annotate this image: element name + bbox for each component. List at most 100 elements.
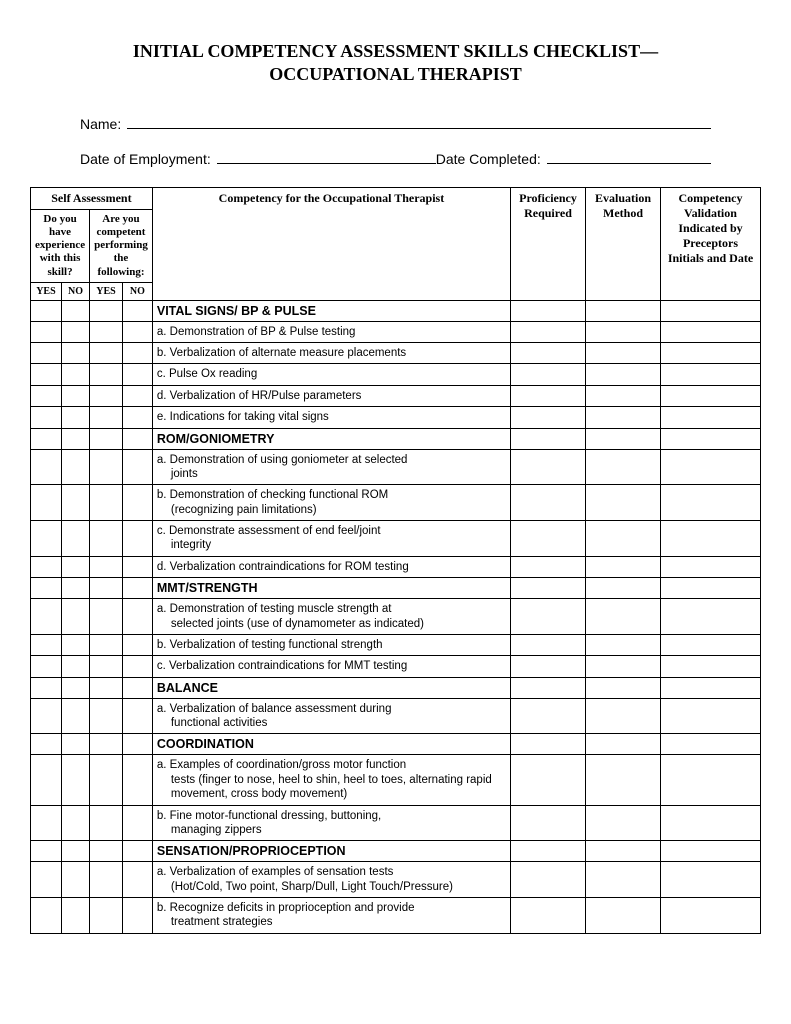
yn-cell[interactable] (122, 677, 152, 698)
blank-cell[interactable] (661, 521, 761, 557)
yn-cell[interactable] (90, 656, 123, 677)
blank-cell[interactable] (511, 755, 586, 805)
blank-cell[interactable] (586, 407, 661, 428)
yn-cell[interactable] (90, 755, 123, 805)
yn-cell[interactable] (61, 755, 89, 805)
yn-cell[interactable] (90, 634, 123, 655)
yn-cell[interactable] (122, 485, 152, 521)
blank-cell[interactable] (586, 578, 661, 599)
blank-cell[interactable] (661, 300, 761, 321)
blank-cell[interactable] (586, 805, 661, 841)
yn-cell[interactable] (31, 841, 62, 862)
yn-cell[interactable] (61, 898, 89, 934)
blank-cell[interactable] (511, 428, 586, 449)
yn-cell[interactable] (31, 805, 62, 841)
yn-cell[interactable] (122, 805, 152, 841)
yn-cell[interactable] (90, 556, 123, 577)
yn-cell[interactable] (31, 656, 62, 677)
blank-cell[interactable] (511, 407, 586, 428)
blank-cell[interactable] (661, 698, 761, 734)
yn-cell[interactable] (122, 656, 152, 677)
yn-cell[interactable] (61, 521, 89, 557)
yn-cell[interactable] (90, 677, 123, 698)
yn-cell[interactable] (31, 677, 62, 698)
blank-cell[interactable] (661, 755, 761, 805)
blank-cell[interactable] (586, 556, 661, 577)
yn-cell[interactable] (122, 343, 152, 364)
blank-cell[interactable] (661, 599, 761, 635)
yn-cell[interactable] (122, 521, 152, 557)
blank-cell[interactable] (661, 898, 761, 934)
blank-cell[interactable] (586, 428, 661, 449)
blank-cell[interactable] (586, 755, 661, 805)
blank-cell[interactable] (661, 407, 761, 428)
blank-cell[interactable] (661, 677, 761, 698)
yn-cell[interactable] (90, 385, 123, 406)
blank-cell[interactable] (661, 734, 761, 755)
yn-cell[interactable] (90, 578, 123, 599)
yn-cell[interactable] (122, 578, 152, 599)
blank-cell[interactable] (511, 300, 586, 321)
blank-cell[interactable] (661, 385, 761, 406)
blank-cell[interactable] (511, 599, 586, 635)
yn-cell[interactable] (122, 556, 152, 577)
yn-cell[interactable] (61, 364, 89, 385)
blank-cell[interactable] (511, 805, 586, 841)
yn-cell[interactable] (122, 734, 152, 755)
yn-cell[interactable] (122, 300, 152, 321)
yn-cell[interactable] (61, 599, 89, 635)
blank-cell[interactable] (661, 428, 761, 449)
yn-cell[interactable] (61, 841, 89, 862)
yn-cell[interactable] (122, 428, 152, 449)
yn-cell[interactable] (61, 698, 89, 734)
yn-cell[interactable] (61, 656, 89, 677)
yn-cell[interactable] (122, 407, 152, 428)
blank-cell[interactable] (586, 449, 661, 485)
blank-cell[interactable] (511, 677, 586, 698)
yn-cell[interactable] (90, 841, 123, 862)
blank-cell[interactable] (661, 805, 761, 841)
yn-cell[interactable] (31, 698, 62, 734)
yn-cell[interactable] (90, 428, 123, 449)
yn-cell[interactable] (90, 407, 123, 428)
yn-cell[interactable] (122, 898, 152, 934)
yn-cell[interactable] (122, 385, 152, 406)
blank-cell[interactable] (511, 449, 586, 485)
yn-cell[interactable] (61, 805, 89, 841)
yn-cell[interactable] (31, 521, 62, 557)
dc-input-line[interactable] (547, 150, 711, 164)
yn-cell[interactable] (122, 755, 152, 805)
yn-cell[interactable] (31, 862, 62, 898)
yn-cell[interactable] (31, 364, 62, 385)
yn-cell[interactable] (61, 321, 89, 342)
blank-cell[interactable] (586, 385, 661, 406)
yn-cell[interactable] (31, 428, 62, 449)
doe-input-line[interactable] (217, 150, 436, 164)
yn-cell[interactable] (122, 449, 152, 485)
yn-cell[interactable] (31, 321, 62, 342)
blank-cell[interactable] (586, 300, 661, 321)
yn-cell[interactable] (31, 734, 62, 755)
yn-cell[interactable] (90, 485, 123, 521)
blank-cell[interactable] (661, 321, 761, 342)
yn-cell[interactable] (31, 634, 62, 655)
yn-cell[interactable] (61, 485, 89, 521)
yn-cell[interactable] (90, 734, 123, 755)
yn-cell[interactable] (31, 485, 62, 521)
yn-cell[interactable] (122, 321, 152, 342)
blank-cell[interactable] (511, 841, 586, 862)
blank-cell[interactable] (586, 634, 661, 655)
yn-cell[interactable] (31, 449, 62, 485)
yn-cell[interactable] (31, 385, 62, 406)
yn-cell[interactable] (61, 578, 89, 599)
yn-cell[interactable] (122, 364, 152, 385)
blank-cell[interactable] (586, 599, 661, 635)
blank-cell[interactable] (511, 556, 586, 577)
yn-cell[interactable] (90, 343, 123, 364)
yn-cell[interactable] (61, 385, 89, 406)
yn-cell[interactable] (90, 805, 123, 841)
yn-cell[interactable] (90, 698, 123, 734)
blank-cell[interactable] (661, 578, 761, 599)
blank-cell[interactable] (586, 898, 661, 934)
yn-cell[interactable] (122, 862, 152, 898)
